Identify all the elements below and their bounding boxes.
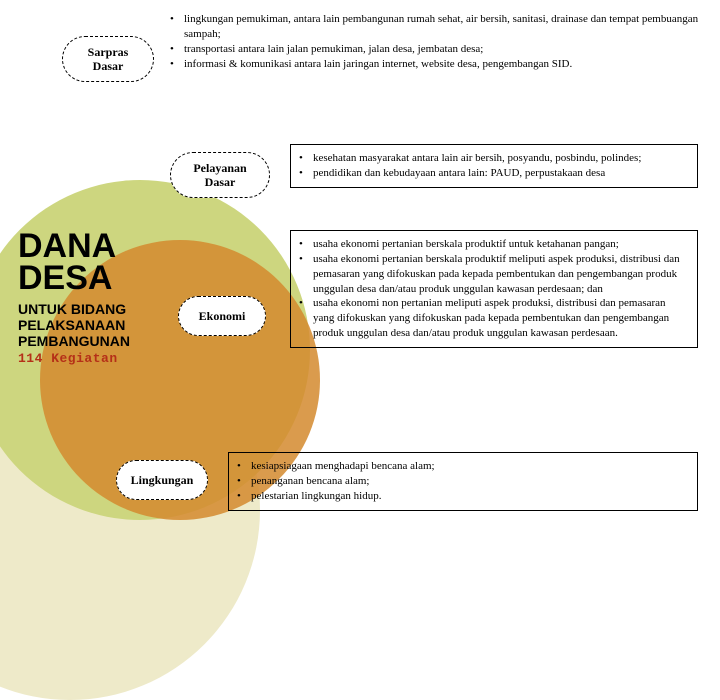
pill-sarpras: Sarpras Dasar: [62, 36, 154, 82]
title-sub1: UNTUK BIDANG: [18, 301, 130, 317]
pill-sarpras-label: Sarpras Dasar: [71, 45, 145, 74]
box-sarpras: •lingkungan pemukiman, antara lain pemba…: [170, 12, 700, 71]
list-item: •informasi & komunikasi antara lain jari…: [170, 57, 700, 72]
title-line2: DESA: [18, 262, 130, 294]
pill-lingkungan-label: Lingkungan: [131, 473, 194, 487]
pill-pelayanan-label: Pelayanan Dasar: [179, 161, 261, 190]
title-block: DANA DESA UNTUK BIDANG PELAKSANAAN PEMBA…: [18, 230, 130, 366]
list-item: •transportasi antara lain jalan pemukima…: [170, 42, 700, 57]
list-lingkungan: •kesiapsiagaan menghadapi bencana alam; …: [237, 459, 689, 504]
pill-ekonomi: Ekonomi: [178, 296, 266, 336]
pill-lingkungan: Lingkungan: [116, 460, 208, 500]
list-item: •lingkungan pemukiman, antara lain pemba…: [170, 12, 700, 42]
list-item: •usaha ekonomi pertanian berskala produk…: [299, 252, 689, 297]
list-pelayanan: •kesehatan masyarakat antara lain air be…: [299, 151, 689, 181]
title-sub3: PEMBANGUNAN: [18, 333, 130, 349]
list-item: •usaha ekonomi non pertanian meliputi as…: [299, 296, 689, 341]
pill-pelayanan: Pelayanan Dasar: [170, 152, 270, 198]
box-lingkungan: •kesiapsiagaan menghadapi bencana alam; …: [228, 452, 698, 511]
title-line1: DANA: [18, 230, 130, 262]
box-pelayanan: •kesehatan masyarakat antara lain air be…: [290, 144, 698, 188]
list-ekonomi: •usaha ekonomi pertanian berskala produk…: [299, 237, 689, 341]
pill-ekonomi-label: Ekonomi: [199, 309, 246, 323]
list-item: •usaha ekonomi pertanian berskala produk…: [299, 237, 689, 252]
list-item: •kesiapsiagaan menghadapi bencana alam;: [237, 459, 689, 474]
title-count: 114 Kegiatan: [18, 351, 130, 366]
list-item: •pelestarian lingkungan hidup.: [237, 489, 689, 504]
title-sub2: PELAKSANAAN: [18, 317, 130, 333]
list-sarpras: •lingkungan pemukiman, antara lain pemba…: [170, 12, 700, 71]
diagram-container: Sarpras Dasar •lingkungan pemukiman, ant…: [0, 0, 720, 540]
box-ekonomi: •usaha ekonomi pertanian berskala produk…: [290, 230, 698, 348]
list-item: •kesehatan masyarakat antara lain air be…: [299, 151, 689, 166]
list-item: •penanganan bencana alam;: [237, 474, 689, 489]
list-item: •pendidikan dan kebudayaan antara lain: …: [299, 166, 689, 181]
